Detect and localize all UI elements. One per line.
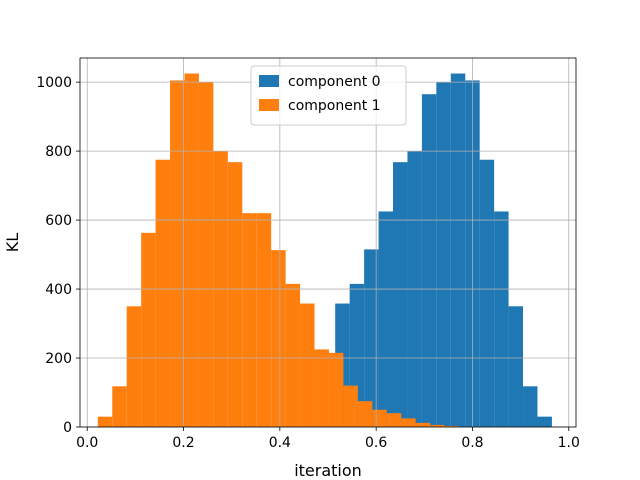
bar-series-0-16 — [508, 306, 524, 427]
y-tick-label-4: 800 — [45, 144, 72, 160]
bar-series-1-7 — [198, 82, 214, 427]
legend: component 0 component 1 — [250, 65, 407, 126]
legend-label-1: component 1 — [288, 98, 381, 114]
bar-series-1-16 — [328, 352, 344, 427]
bar-series-0-14 — [479, 159, 495, 427]
bar-series-0-17 — [523, 386, 538, 427]
bar-series-1-3 — [141, 232, 156, 427]
legend-swatch-1 — [259, 99, 279, 111]
bar-series-0-15 — [494, 211, 509, 427]
bar-series-1-10 — [242, 213, 257, 427]
x-axis-label: iteration — [294, 461, 362, 480]
bar-series-1-5 — [170, 80, 185, 427]
x-tick-label-3: 0.6 — [365, 435, 387, 451]
x-tick-label-4: 0.8 — [461, 435, 483, 451]
bar-series-0-6 — [364, 249, 379, 427]
bar-series-1-18 — [357, 401, 373, 427]
x-tick-label-5: 1.0 — [558, 435, 580, 451]
bar-series-1-2 — [126, 306, 142, 427]
bar-series-1-0 — [97, 416, 113, 427]
legend-label-0: component 0 — [288, 74, 381, 90]
x-tick-label-2: 0.4 — [269, 435, 291, 451]
x-tick-label-1: 0.2 — [172, 435, 194, 451]
bar-series-1-13 — [285, 283, 301, 427]
bar-series-1-11 — [256, 213, 272, 427]
y-tick-label-3: 600 — [45, 213, 72, 229]
axes-frame — [79, 57, 577, 428]
legend-swatch-0 — [259, 75, 279, 87]
bar-series-1-6 — [184, 73, 199, 428]
bar-series-1-17 — [343, 385, 358, 427]
bar-series-1-19 — [372, 409, 387, 427]
y-tick-label-5: 1000 — [36, 75, 72, 91]
bar-series-0-10 — [421, 94, 437, 428]
bar-series-0-7 — [378, 211, 394, 427]
y-tick-label-0: 0 — [63, 420, 72, 436]
bar-series-1-24 — [444, 425, 459, 427]
legend-box — [250, 65, 407, 126]
bar-series-1-15 — [314, 349, 329, 427]
bar-series-1-14 — [300, 303, 315, 427]
bar-series-1-22 — [415, 422, 431, 427]
bar-series-1-12 — [271, 250, 286, 427]
y-axis-label: KL — [3, 233, 22, 252]
bar-series-1-9 — [227, 162, 243, 428]
bar-series-1-4 — [155, 159, 171, 427]
x-tick-label-0: 0.0 — [76, 435, 98, 451]
bar-series-1-1 — [112, 386, 127, 427]
bar-series-1-20 — [386, 413, 402, 427]
bar-series-0-12 — [450, 73, 466, 428]
bar-series-0-18 — [537, 416, 552, 427]
bar-series-0-8 — [393, 162, 408, 428]
bar-series-1-23 — [430, 424, 445, 427]
bar-series-0-11 — [436, 82, 451, 427]
bar-series-1-21 — [401, 418, 416, 427]
y-tick-label-2: 400 — [45, 282, 72, 298]
y-tick-label-1: 200 — [45, 351, 72, 367]
